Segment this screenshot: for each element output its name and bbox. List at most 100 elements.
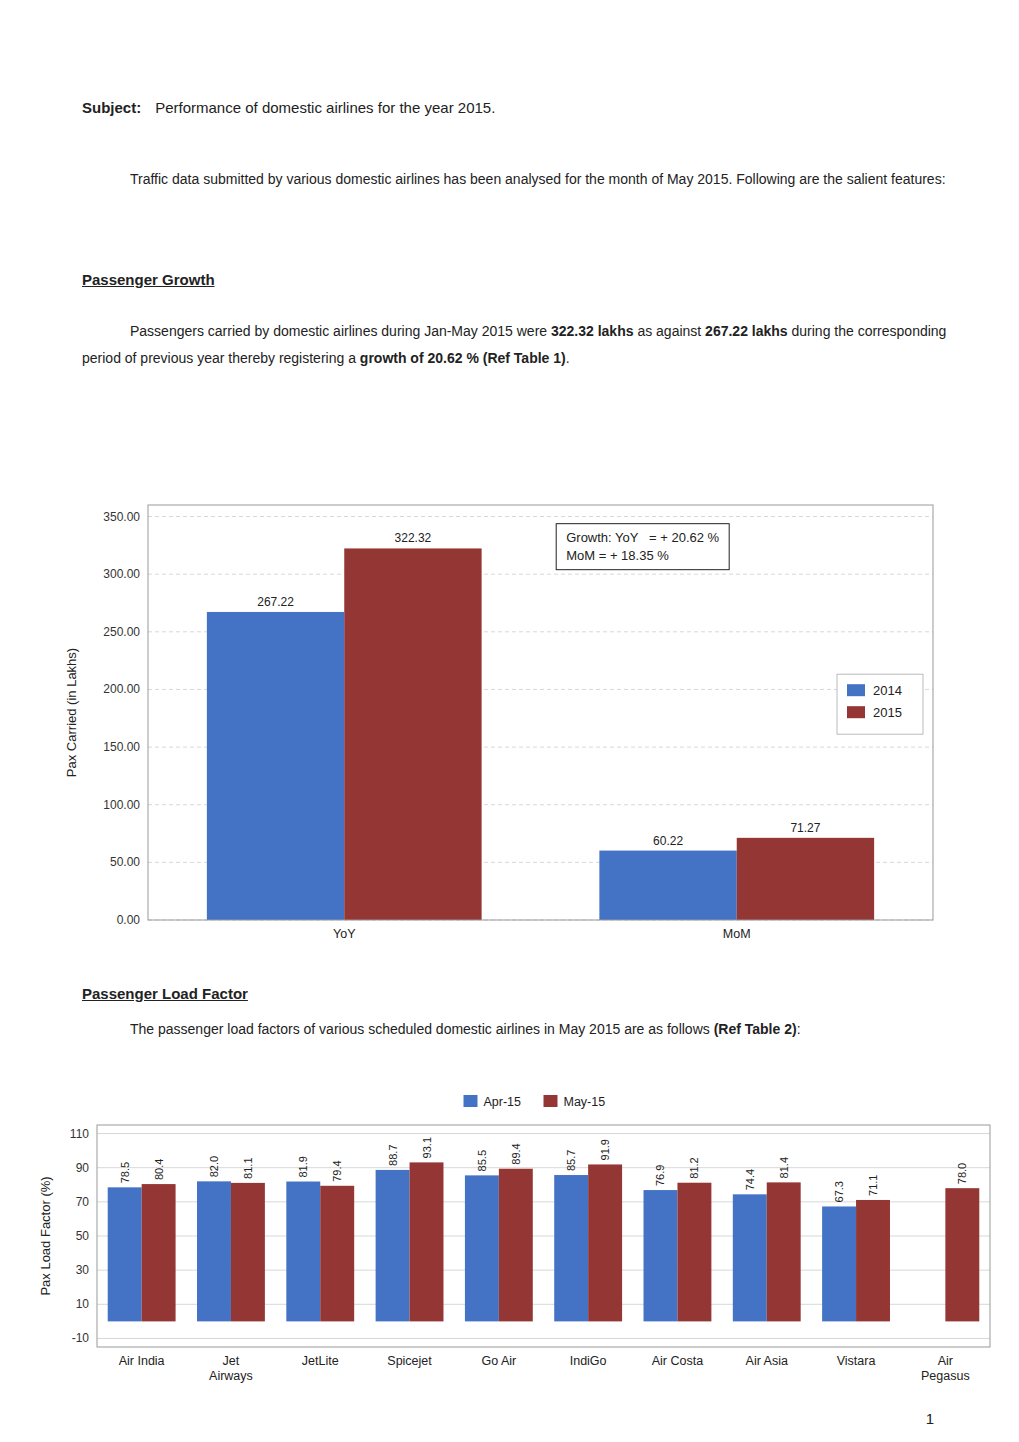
grid-line bbox=[97, 1133, 990, 1134]
data-label: 81.2 bbox=[688, 1157, 700, 1178]
tick-label: 250.00 bbox=[103, 625, 140, 639]
annotation: Growth: YoY = + 20.62 % MoM = + 18.35 % bbox=[556, 524, 729, 570]
bar bbox=[197, 1181, 231, 1321]
bold-text: (Ref Table 2) bbox=[714, 1021, 797, 1037]
category-label: Air Asia bbox=[746, 1354, 788, 1368]
bar bbox=[554, 1175, 588, 1321]
legend-box bbox=[837, 674, 923, 734]
legend-entry: May-15 bbox=[564, 1095, 606, 1109]
data-label: 71.27 bbox=[790, 821, 820, 835]
legend-swatch bbox=[847, 684, 865, 696]
data-label: 81.4 bbox=[778, 1157, 790, 1178]
chart: 0.0050.00100.00150.00200.00250.00300.003… bbox=[0, 490, 1019, 970]
data-label: 78.5 bbox=[119, 1162, 131, 1183]
bar bbox=[465, 1175, 499, 1321]
data-label: 88.7 bbox=[387, 1144, 399, 1165]
tick-label: 30 bbox=[76, 1263, 90, 1277]
data-label: 82.0 bbox=[208, 1156, 220, 1177]
category-label-line: JetLite bbox=[302, 1354, 339, 1368]
text-run: : bbox=[797, 1021, 801, 1037]
bar bbox=[588, 1164, 622, 1321]
data-label: 71.1 bbox=[867, 1175, 879, 1196]
grid-line bbox=[148, 516, 933, 517]
data-label: 93.1 bbox=[421, 1137, 433, 1158]
text-run: Passengers carried by domestic airlines … bbox=[130, 323, 551, 339]
text-run: The passenger load factors of various sc… bbox=[130, 1021, 714, 1037]
bold-text: 267.22 lakhs bbox=[705, 323, 788, 339]
legend-swatch bbox=[847, 706, 865, 718]
section-title: Passenger Load Factor bbox=[82, 982, 988, 1007]
category-label-line: Air Asia bbox=[746, 1354, 788, 1368]
bar bbox=[344, 548, 481, 920]
bar bbox=[320, 1186, 354, 1322]
bar bbox=[499, 1169, 533, 1322]
category-label: Spicejet bbox=[387, 1354, 432, 1368]
data-label: 85.7 bbox=[565, 1150, 577, 1171]
page-number: 1 bbox=[880, 1410, 980, 1427]
data-label: 74.4 bbox=[744, 1169, 756, 1190]
category-label-line: IndiGo bbox=[570, 1354, 607, 1368]
category-label-line: Pegasus bbox=[921, 1369, 970, 1383]
bar bbox=[410, 1162, 444, 1321]
data-label: 267.22 bbox=[257, 595, 294, 609]
category-label: Air India bbox=[119, 1354, 165, 1368]
paragraph: Passengers carried by domestic airlines … bbox=[82, 318, 988, 371]
axis-label: Pax Load Factor (%) bbox=[38, 1176, 53, 1295]
data-label: 79.4 bbox=[331, 1160, 343, 1181]
section-title: Passenger Growth bbox=[82, 268, 988, 293]
subject: Subject: Performance of domestic airlines… bbox=[82, 96, 988, 121]
tick-label: 50 bbox=[76, 1229, 90, 1243]
tick-label: 70 bbox=[76, 1195, 90, 1209]
paragraph: Traffic data submitted by various domest… bbox=[82, 168, 988, 191]
data-label: 80.4 bbox=[153, 1159, 165, 1180]
bar bbox=[677, 1183, 711, 1322]
data-labels: 78.582.081.988.785.585.776.974.467.380.4… bbox=[119, 1137, 969, 1202]
category-label: MoM bbox=[723, 927, 751, 941]
data-label: 85.5 bbox=[476, 1150, 488, 1171]
legend: 20142015 bbox=[837, 674, 923, 734]
tick-label: 300.00 bbox=[103, 567, 140, 581]
tick-label: 0.00 bbox=[117, 913, 141, 927]
category-label-line: Go Air bbox=[481, 1354, 516, 1368]
category-label-line: Airways bbox=[209, 1369, 253, 1383]
legend-entry: Apr-15 bbox=[484, 1095, 522, 1109]
category-label: YoY bbox=[333, 927, 356, 941]
plot-frame bbox=[148, 505, 933, 920]
grid-line bbox=[97, 1338, 990, 1339]
bar bbox=[733, 1194, 767, 1321]
plot-marks bbox=[108, 1162, 980, 1321]
category-label-line: Air Costa bbox=[652, 1354, 703, 1368]
annotation-text: Growth: YoY = + 20.62 % bbox=[566, 530, 719, 545]
data-label: 78.0 bbox=[956, 1163, 968, 1184]
tick-label: -10 bbox=[72, 1331, 90, 1345]
plot-marks bbox=[207, 548, 874, 920]
subject-text: Performance of domestic airlines for the… bbox=[155, 99, 495, 116]
tick-label: 350.00 bbox=[103, 510, 140, 524]
grid-line bbox=[97, 1167, 990, 1168]
bold-text: growth of 20.62 % (Ref Table 1) bbox=[360, 350, 566, 366]
legend-entry: 2015 bbox=[873, 705, 902, 720]
tick-label: 90 bbox=[76, 1161, 90, 1175]
data-label: 322.32 bbox=[395, 531, 432, 545]
tick-label: 110 bbox=[70, 1127, 89, 1141]
category-label-line: YoY bbox=[333, 927, 356, 941]
axis-label: Pax Carried (in Lakhs) bbox=[64, 648, 79, 777]
bar bbox=[767, 1182, 801, 1321]
text-run: . bbox=[566, 350, 570, 366]
plot-frame bbox=[97, 1125, 990, 1347]
category-label-line: Jet bbox=[223, 1354, 240, 1368]
bar bbox=[856, 1200, 890, 1321]
annotation-text: MoM = + 18.35 % bbox=[566, 548, 669, 563]
category-label-line: Air India bbox=[119, 1354, 165, 1368]
bar bbox=[286, 1182, 320, 1322]
bar bbox=[945, 1188, 979, 1321]
bar bbox=[599, 851, 736, 920]
category-label: AirPegasus bbox=[921, 1354, 970, 1383]
bar bbox=[142, 1184, 176, 1321]
category-label-line: Spicejet bbox=[387, 1354, 432, 1368]
bar bbox=[737, 838, 874, 920]
bar bbox=[822, 1206, 856, 1321]
data-labels: 267.2260.22322.3271.27 bbox=[257, 531, 821, 847]
category-label-line: MoM bbox=[723, 927, 751, 941]
subject-bold: Subject: bbox=[82, 99, 141, 116]
